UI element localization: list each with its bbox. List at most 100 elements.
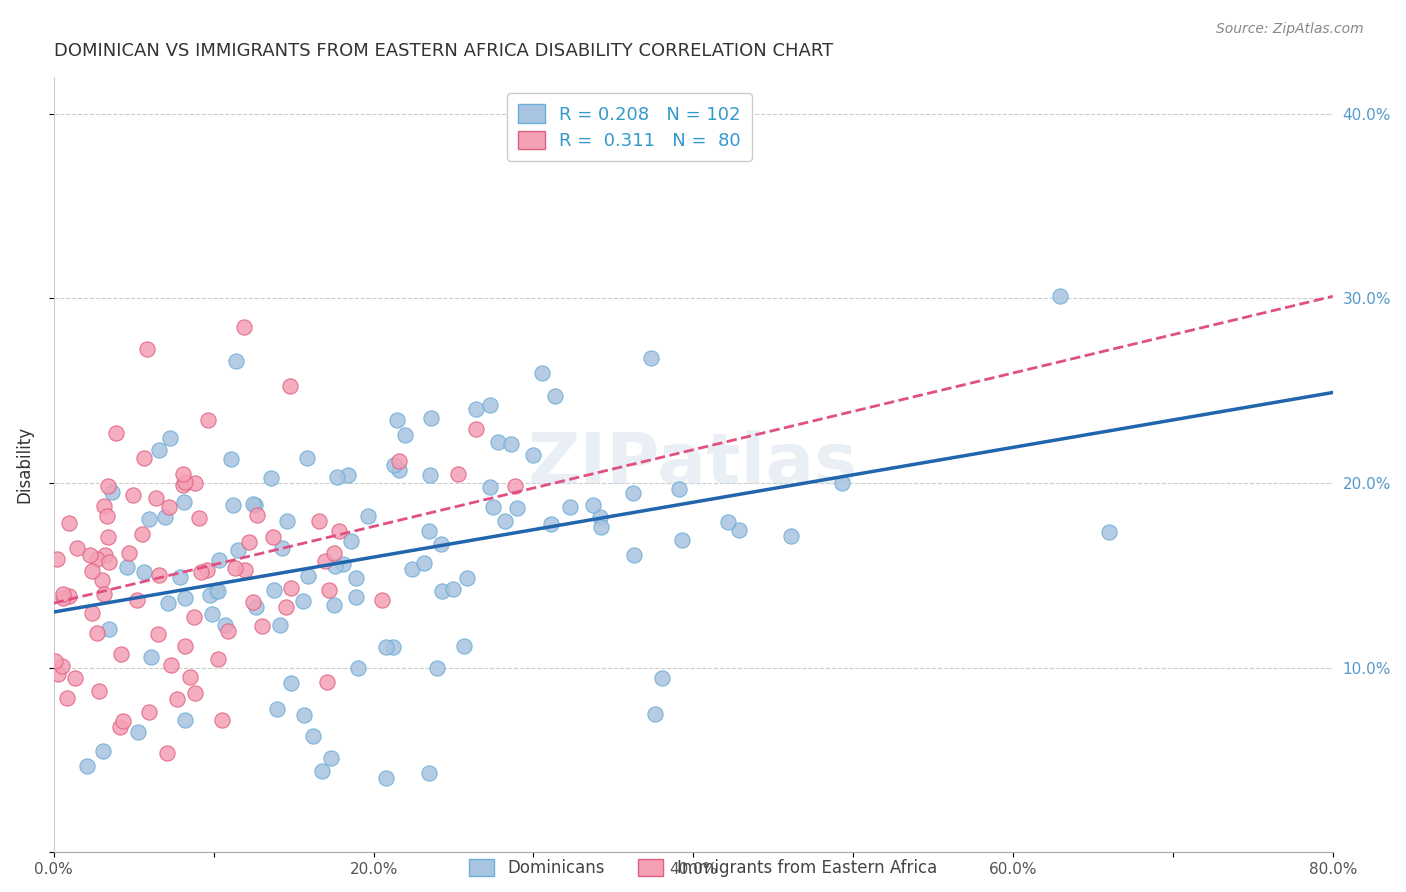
Point [269,617,291,632]
Point [172,467,194,482]
Point [323,598,346,612]
Point [174,475,197,490]
Point [111,714,134,729]
Point [132,565,155,579]
Point [544,389,567,403]
Point [160,658,183,673]
Point [443,582,465,596]
Point [668,483,690,497]
Point [294,708,316,723]
Point [131,526,153,541]
Point [494,514,516,528]
Point [198,588,221,602]
Point [228,542,250,557]
Point [252,618,274,632]
Point [139,650,162,665]
Point [339,534,361,549]
Point [717,515,740,529]
Point [205,584,228,599]
Point [589,509,612,524]
Point [219,452,242,467]
Point [503,479,526,493]
Point [148,442,170,457]
Point [238,535,260,549]
Point [589,520,612,534]
Point [208,553,231,567]
Point [221,498,243,512]
Point [63,671,86,685]
Point [190,565,212,579]
Point [66,541,89,555]
Text: Source: ZipAtlas.com: Source: ZipAtlas.com [1216,22,1364,37]
Y-axis label: Disability: Disability [15,425,32,503]
Point [280,676,302,690]
Point [121,488,143,502]
Point [311,764,333,778]
Point [184,686,207,700]
Point [80,565,103,579]
Point [274,599,297,614]
Point [127,592,149,607]
Point [506,500,529,515]
Point [55,691,77,706]
Point [86,552,108,566]
Point [371,593,394,607]
Point [453,639,475,653]
Point [623,549,645,563]
Point [263,582,285,597]
Point [344,571,367,585]
Point [482,500,505,514]
Point [93,587,115,601]
Point [172,478,194,492]
Point [385,413,408,427]
Point [644,706,666,721]
Point [207,652,229,666]
Point [1049,289,1071,303]
Point [146,627,169,641]
Point [187,511,209,525]
Point [155,510,177,524]
Point [314,554,336,568]
Point [530,367,553,381]
Point [97,479,120,493]
Point [233,563,256,577]
Point [280,581,302,595]
Point [217,624,239,639]
Point [456,572,478,586]
Point [418,524,440,539]
Point [651,671,673,685]
Point [328,524,350,539]
Point [179,670,201,684]
Point [101,484,124,499]
Point [640,351,662,365]
Point [58,516,80,530]
Point [323,559,346,574]
Point [301,729,323,743]
Point [245,600,267,615]
Point [82,606,104,620]
Point [91,744,114,758]
Point [87,684,110,698]
Point [316,674,339,689]
Point [156,746,179,760]
Point [51,659,73,673]
Point [93,499,115,513]
Point [486,435,509,450]
Point [115,559,138,574]
Point [260,471,283,485]
Point [145,491,167,506]
Point [582,498,605,512]
Point [127,725,149,739]
Point [211,714,233,728]
Point [447,467,470,482]
Point [224,560,246,574]
Point [110,647,132,661]
Point [419,468,441,483]
Point [97,622,120,636]
Point [429,537,451,551]
Point [169,570,191,584]
Point [246,508,269,522]
Point [173,714,195,728]
Point [232,320,254,334]
Point [465,402,488,417]
